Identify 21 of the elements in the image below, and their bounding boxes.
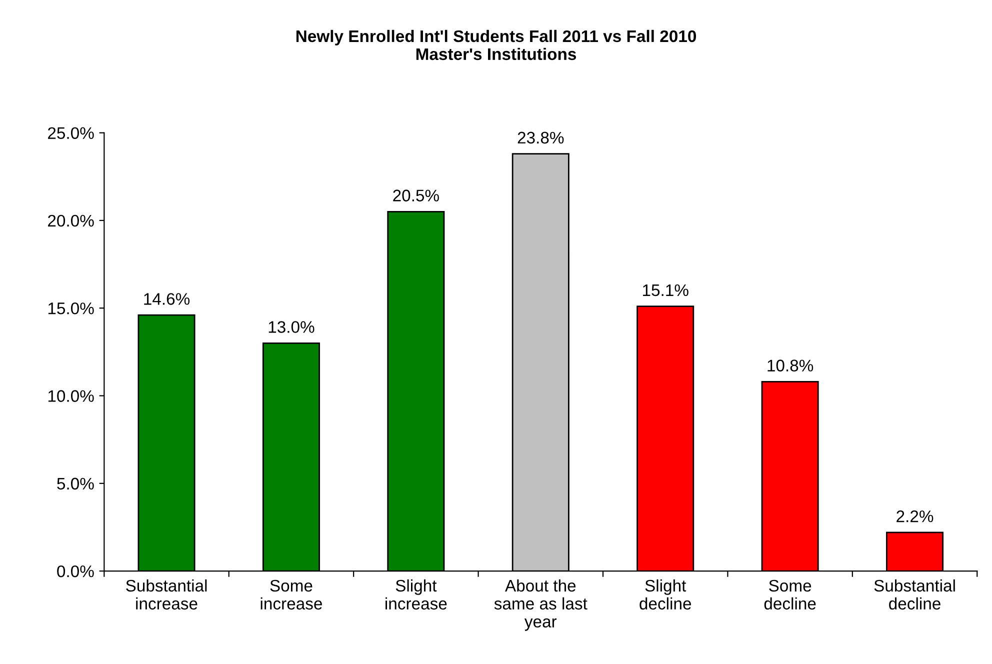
- y-tick-label: 10.0%: [48, 390, 94, 402]
- data-label: 23.8%: [518, 132, 564, 144]
- x-tick-label: About the same as last year: [494, 579, 588, 631]
- x-tick-label: Some increase: [260, 580, 322, 610]
- y-tick-label: 0.0%: [57, 565, 94, 578]
- x-tick-label: Slight decline: [640, 579, 692, 610]
- data-label: 10.8%: [768, 360, 814, 372]
- data-label: 20.5%: [393, 190, 439, 202]
- y-tick-label: 5.0%: [57, 478, 94, 490]
- chart-title: Newly Enrolled Int'l Students Fall 2011 vs Fall 2010 Master's Institutions: [296, 30, 696, 60]
- y-tick-label: 20.0%: [48, 214, 94, 227]
- data-label: 15.1%: [642, 284, 688, 296]
- data-label: 13.0%: [268, 321, 314, 333]
- y-tick-label: 25.0%: [48, 127, 94, 140]
- y-tick-label: 15.0%: [48, 302, 94, 314]
- x-tick-label: Slight increase: [386, 579, 447, 610]
- x-tick-label: Substantial decline: [874, 579, 955, 610]
- data-label: 14.6%: [144, 293, 190, 305]
- data-label: 2.2%: [896, 510, 934, 522]
- x-tick-label: Some decline: [764, 580, 816, 610]
- x-tick-label: Substantial increase: [126, 579, 207, 610]
